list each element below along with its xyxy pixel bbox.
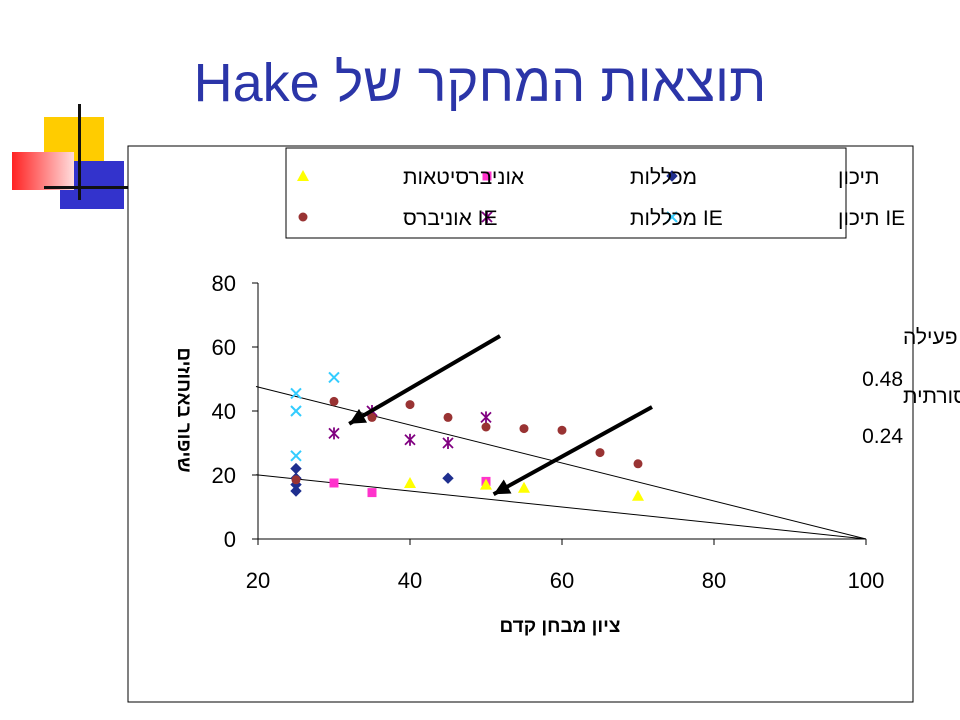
legend: תיכון מכללות אוניברסיטאות IE תיכון IE מכללות… xyxy=(297,166,905,230)
legend-label: אוניברסיטאות xyxy=(403,166,524,189)
data-point xyxy=(519,424,529,434)
legend-marker xyxy=(481,211,493,223)
data-point xyxy=(290,405,302,417)
deco-vertical-line xyxy=(78,104,81,200)
data-point xyxy=(557,425,567,435)
legend-marker xyxy=(666,211,678,223)
annotation-2-line1: מדד שיפור g למסורתית xyxy=(903,385,960,408)
annotation-arrows xyxy=(348,334,653,496)
axes: 0 20 40 60 80 20 40 60 80 100 xyxy=(212,271,885,593)
data-point xyxy=(290,450,302,462)
x-tick-label: 100 xyxy=(848,568,885,593)
series-4 xyxy=(290,371,340,462)
annotation-2-arrow xyxy=(492,405,653,496)
legend-label: מכללות xyxy=(630,166,697,189)
data-point xyxy=(328,371,340,384)
legend-label: IE אוניברס xyxy=(403,207,497,230)
y-tick-label: 20 xyxy=(212,463,236,488)
annotation-1-line1: מדד שיפור g למעורבות פעילה xyxy=(903,326,960,349)
x-tick-label: 20 xyxy=(246,568,270,593)
data-point xyxy=(404,433,416,446)
data-points xyxy=(290,371,644,501)
data-point xyxy=(405,400,415,410)
data-point xyxy=(328,427,340,440)
series-5 xyxy=(328,405,492,449)
data-point xyxy=(367,488,377,498)
legend-marker xyxy=(482,171,492,181)
x-tick-label: 60 xyxy=(550,568,574,593)
annotation-2-line2: 0.24 xyxy=(862,425,903,448)
legend-label: IE מכללות xyxy=(630,207,723,230)
data-point xyxy=(291,475,301,485)
y-axis-label: שיפור באחוזים xyxy=(173,347,194,472)
x-tick-label: 80 xyxy=(702,568,726,593)
fit-line-2 xyxy=(255,474,867,540)
data-point xyxy=(290,387,302,400)
data-point xyxy=(290,462,302,475)
series-6 xyxy=(291,396,643,485)
chart-frame xyxy=(127,145,914,703)
legend-label: IE תיכון xyxy=(838,207,905,230)
data-point xyxy=(481,422,491,432)
series-3 xyxy=(404,477,644,501)
legend-marker xyxy=(297,170,309,181)
y-tick-label: 40 xyxy=(212,399,236,424)
data-point xyxy=(404,477,416,488)
y-tick-label: 0 xyxy=(224,527,236,552)
annotation-1-arrow xyxy=(348,334,502,426)
legend-marker xyxy=(298,212,308,222)
data-point xyxy=(443,412,453,422)
annotation-1-line2: 0.48 xyxy=(862,368,903,391)
legend-label: תיכון xyxy=(838,166,879,189)
data-point xyxy=(633,459,643,469)
data-point xyxy=(367,412,377,422)
data-point xyxy=(480,411,492,424)
deco-horizontal-line xyxy=(44,186,130,189)
y-tick-label: 80 xyxy=(212,271,236,296)
data-point xyxy=(329,396,339,406)
data-point xyxy=(480,478,492,490)
data-point xyxy=(329,478,339,488)
y-tick-label: 60 xyxy=(212,335,236,360)
page-title: תוצאות המחקר של Hake xyxy=(193,53,767,113)
data-point xyxy=(632,489,644,501)
data-point xyxy=(290,485,302,497)
data-point xyxy=(442,437,454,449)
data-point xyxy=(595,448,605,458)
data-point xyxy=(442,472,454,484)
x-tick-label: 40 xyxy=(398,568,422,593)
deco-red-block xyxy=(12,152,74,190)
x-axis-label: ציון מבחן קדם xyxy=(500,616,621,637)
data-point xyxy=(518,481,530,493)
legend-marker xyxy=(666,170,678,182)
legend-box xyxy=(285,147,847,239)
